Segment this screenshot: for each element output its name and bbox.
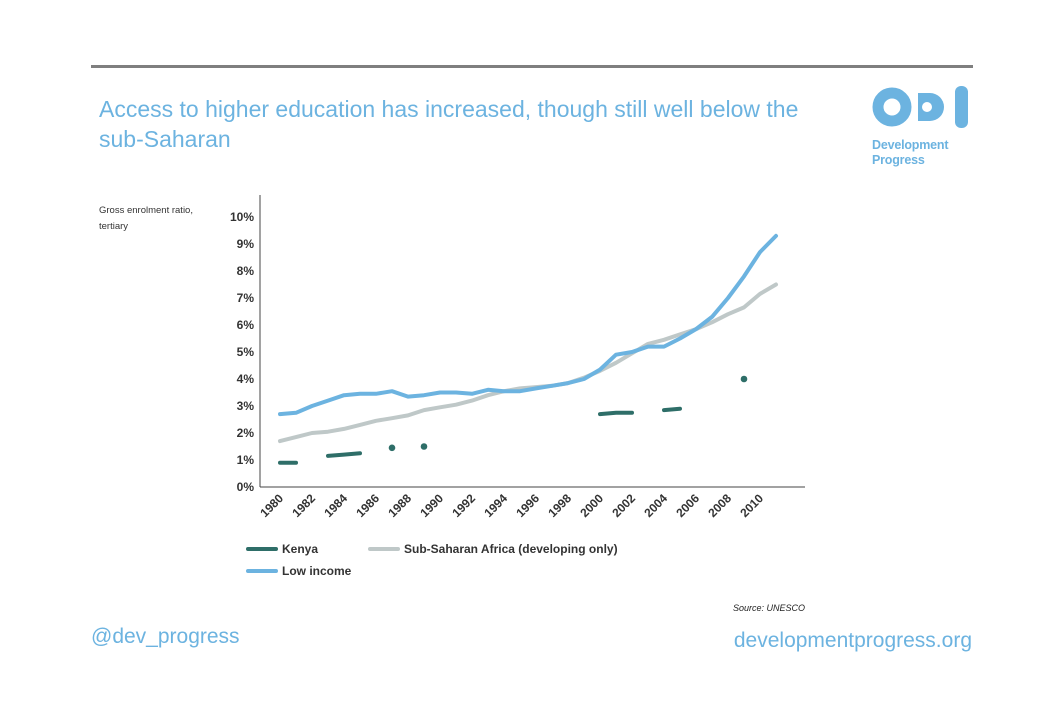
x-axis: 1980 1982 1984 1986 1988 1990 1992 1994 1996 1998… bbox=[257, 486, 805, 520]
x-tick-label: 2010 bbox=[737, 491, 766, 520]
x-tick-label: 2006 bbox=[673, 491, 702, 520]
y-tick-label: 9% bbox=[237, 237, 255, 251]
series-line-sub-saharan-africa bbox=[278, 282, 778, 444]
y-tick-label: 6% bbox=[237, 318, 255, 332]
source-note: Source: UNESCO bbox=[733, 603, 806, 613]
y-tick-label: 10% bbox=[230, 210, 254, 224]
series-segment-kenya bbox=[598, 410, 634, 417]
data-point-kenya bbox=[740, 375, 748, 383]
x-tick-label: 1990 bbox=[417, 491, 446, 520]
y-tick-label: 8% bbox=[237, 264, 255, 278]
odi-logo-mark bbox=[872, 86, 968, 128]
y-tick-label: 4% bbox=[237, 372, 255, 386]
x-tick-label: 2000 bbox=[577, 491, 606, 520]
line-chart: 0% 1% 2% 3% 4% 5% 6% 7% 8% 9% 10% 1980 1982 1984 1986… bbox=[230, 195, 805, 578]
y-tick-label: 1% bbox=[237, 453, 255, 467]
y-axis: 0% 1% 2% 3% 4% 5% 6% 7% 8% 9% 10% bbox=[230, 195, 261, 494]
x-tick-label: 1994 bbox=[481, 491, 510, 520]
x-tick-label: 1982 bbox=[289, 491, 318, 520]
x-tick-label: 1984 bbox=[321, 491, 350, 520]
y-tick-label: 3% bbox=[237, 399, 255, 413]
logo-line-2: Progress bbox=[872, 153, 925, 167]
x-tick-label: 1998 bbox=[545, 491, 574, 520]
y-tick-label: 7% bbox=[237, 291, 255, 305]
slide-title: Access to higher education has increased… bbox=[99, 96, 799, 152]
website-link[interactable]: developmentprogress.org bbox=[733, 629, 972, 652]
y-axis-title: Gross enrolment ratio, tertiary bbox=[99, 205, 193, 232]
x-tick-label: 1992 bbox=[449, 491, 478, 520]
legend: Kenya Sub-Saharan Africa (developing only… bbox=[246, 542, 618, 578]
x-tick-label: 1988 bbox=[385, 491, 414, 520]
data-point-kenya bbox=[388, 444, 396, 452]
plot-area bbox=[278, 233, 778, 465]
odi-logo: Development Progress bbox=[872, 86, 972, 176]
series-segment-kenya bbox=[326, 451, 362, 458]
series-line-low-income bbox=[278, 233, 778, 417]
top-rule bbox=[91, 65, 973, 68]
x-tick-label: 1986 bbox=[353, 491, 382, 520]
logo-line-1: Development bbox=[872, 138, 949, 152]
x-tick-label: 1980 bbox=[257, 491, 286, 520]
y-tick-label: 0% bbox=[237, 480, 255, 494]
logo-wordmark: Development Progress bbox=[872, 138, 972, 168]
series-segment-kenya bbox=[662, 406, 682, 413]
legend-label: Sub-Saharan Africa (developing only) bbox=[404, 542, 618, 556]
legend-label: Low income bbox=[282, 564, 352, 578]
data-point-kenya bbox=[420, 443, 428, 450]
y-tick-label: 2% bbox=[237, 426, 255, 440]
x-tick-label: 1996 bbox=[513, 491, 542, 520]
x-tick-label: 2004 bbox=[641, 491, 670, 520]
legend-label: Kenya bbox=[282, 542, 318, 556]
y-tick-label: 5% bbox=[237, 345, 255, 359]
x-tick-label: 2008 bbox=[705, 491, 734, 520]
x-tick-label: 2002 bbox=[609, 491, 638, 520]
twitter-handle[interactable]: @dev_progress bbox=[91, 625, 240, 648]
